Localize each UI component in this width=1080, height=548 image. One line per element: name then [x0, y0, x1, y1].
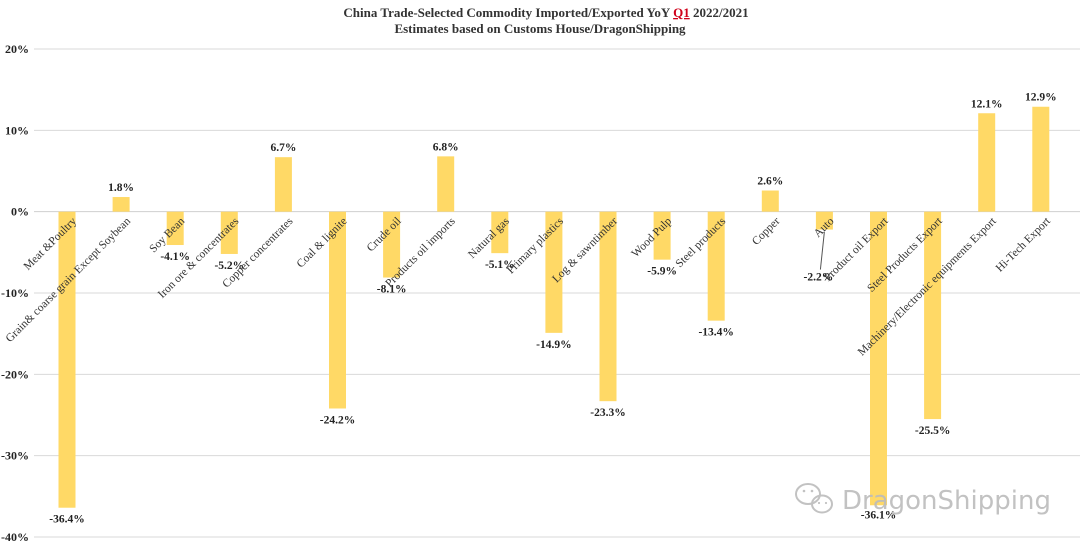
chart-title-part-3: 2022/2021	[690, 5, 749, 20]
bar	[978, 113, 996, 212]
data-label: -25.5%	[915, 425, 950, 437]
chart-title-quarter: Q1	[673, 5, 690, 20]
data-label: -13.4%	[698, 327, 733, 339]
data-label: 12.1%	[971, 98, 1003, 110]
y-tick-label: 0%	[11, 205, 29, 219]
data-label: -5.1%	[485, 259, 515, 271]
bar	[870, 211, 887, 506]
data-label: -5.2%	[214, 260, 244, 272]
bar	[707, 211, 725, 321]
y-tick-label: 20%	[5, 42, 29, 56]
category-label: Hi-Tech Export	[994, 215, 1054, 275]
bar	[815, 211, 833, 230]
data-label: -14.9%	[536, 339, 571, 351]
grid-layer: 20% 10% 0% -10% -20% -30% -40%	[1, 42, 1080, 544]
y-tick-label: -30%	[1, 449, 29, 463]
bar	[329, 211, 346, 409]
data-label: -36.4%	[49, 514, 84, 526]
bar	[924, 211, 942, 420]
bar	[653, 211, 671, 260]
data-label: -24.2%	[320, 414, 355, 426]
bar	[761, 190, 779, 212]
chart-title: China Trade-Selected Commodity Imported/…	[343, 5, 748, 20]
chart-title-part-1: China Trade-Selected Commodity Imported/…	[343, 5, 673, 20]
wechat-icon	[795, 483, 833, 514]
bar	[599, 211, 617, 402]
y-tick-label: -40%	[1, 530, 29, 544]
bar	[58, 211, 76, 508]
bar	[274, 157, 292, 212]
bar	[112, 197, 130, 212]
bar	[491, 211, 509, 254]
category-label: Copper	[750, 215, 783, 248]
bar	[220, 211, 238, 254]
watermark-text: DragonShipping	[842, 486, 1051, 516]
label-leader-line	[819, 231, 825, 270]
y-tick-label: 10%	[5, 123, 29, 137]
data-label: 6.8%	[433, 141, 459, 153]
bar	[1032, 106, 1050, 212]
chart-title-group: China Trade-Selected Commodity Imported/…	[343, 5, 748, 36]
y-tick-label: -10%	[1, 286, 29, 300]
data-label: -2.2%	[804, 272, 834, 284]
bar	[437, 156, 455, 212]
data-label: 2.6%	[757, 176, 783, 188]
chart-subtitle: Estimates based on Customs House/DragonS…	[394, 21, 686, 36]
data-label: 6.7%	[270, 142, 296, 154]
data-label: -36.1%	[861, 509, 896, 521]
data-label: 1.8%	[108, 182, 134, 194]
bar	[545, 211, 563, 333]
bar	[383, 211, 401, 278]
data-label: -5.9%	[647, 266, 677, 278]
data-label: -23.3%	[590, 407, 625, 419]
y-tick-label: -20%	[1, 367, 29, 381]
data-label: 12.9%	[1025, 92, 1057, 104]
bar-layer	[58, 106, 1050, 508]
data-label: -4.1%	[160, 251, 190, 263]
data-label: -8.1%	[377, 284, 407, 296]
bar	[166, 211, 184, 246]
watermark: DragonShipping	[795, 483, 1051, 516]
